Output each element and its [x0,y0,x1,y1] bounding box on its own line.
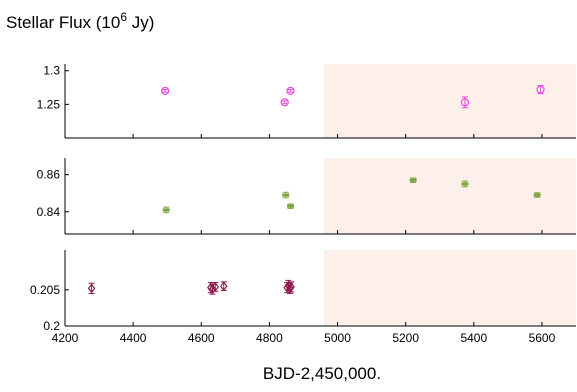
diamond-marker [220,281,228,292]
bar-marker [162,208,170,212]
data-point [220,281,228,292]
y-tick-label: 0.2 [43,319,60,333]
shaded-region [323,250,576,326]
circle-marker [286,86,295,96]
bar-marker [461,182,469,186]
bar-marker [533,193,541,197]
x-tick-label: 5200 [392,331,419,345]
data-point [87,282,96,294]
data-point [211,281,219,292]
y-tick-label: 0.205 [30,283,60,297]
x-tick-label: 5000 [324,331,351,345]
panel-3: 0.2 0.205 4200 4400 4600 4800 5000 5200 5400 5600 [30,250,576,345]
data-point [287,203,295,209]
x-tick-label: 5400 [460,331,487,345]
data-point [533,192,541,198]
circle-marker [460,98,470,107]
data-point [161,86,170,96]
data-point [287,281,295,293]
bar-marker [282,193,290,197]
data-point [460,96,470,109]
circle-marker [280,98,289,107]
diamond-marker [208,284,217,295]
x-axis-label: BJD-2,450,000. [263,364,381,383]
data-point [461,180,469,188]
panel-1: 1.25 1.3 [37,64,576,139]
x-tick-label: 4400 [120,331,147,345]
circle-marker [536,85,545,94]
y-tick-label: 1.25 [37,97,61,111]
shaded-region [323,64,576,138]
data-point [282,191,290,199]
diamond-marker [287,281,295,292]
panel-2: 0.84 0.86 [37,158,576,235]
diamond-marker [87,283,96,294]
bar-marker [409,178,417,182]
y-tick-label: 1.3 [43,64,60,78]
data-point [280,98,289,107]
bar-marker [287,204,295,208]
data-point [536,85,545,95]
x-tick-label: 4200 [52,331,79,345]
y-tick-label: 0.84 [37,205,61,219]
x-tick-label: 5600 [529,331,556,345]
x-tick-label: 4800 [256,331,283,345]
y-tick-label: 0.86 [37,168,61,182]
data-point [286,86,295,96]
data-point [162,206,170,214]
diamond-marker [211,281,219,292]
circle-marker [161,86,170,96]
data-point [409,177,417,183]
chart-title: Stellar Flux (106 Jy) [6,10,154,32]
x-tick-label: 4600 [188,331,215,345]
